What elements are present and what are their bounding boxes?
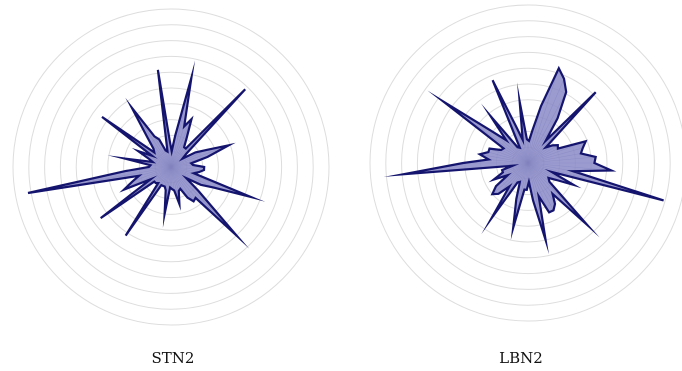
radar-area-lbn2 (383, 65, 664, 255)
grid-ring (91, 87, 251, 247)
grid-ring (416, 51, 640, 275)
panel-label-stn2: STN2 (152, 349, 195, 367)
grid-ring (369, 4, 682, 322)
grid-ring (385, 20, 671, 306)
grid-ring (432, 67, 624, 259)
panel-label-lbn2: LBN2 (499, 349, 543, 367)
grid-ring (107, 103, 235, 231)
radar-area-stn2 (27, 60, 266, 249)
radar-panel-lbn2: LBN2 (369, 4, 682, 367)
grid-ring (44, 40, 298, 294)
grid-ring (75, 71, 267, 263)
radar-panel-stn2: STN2 (12, 8, 330, 367)
grid-ring (12, 8, 330, 326)
grid-ring (448, 83, 608, 243)
grid-ring (28, 24, 314, 310)
grid-rings (12, 8, 330, 326)
grid-ring (59, 55, 283, 279)
grid-ring (401, 36, 655, 290)
grid-ring (123, 119, 219, 215)
